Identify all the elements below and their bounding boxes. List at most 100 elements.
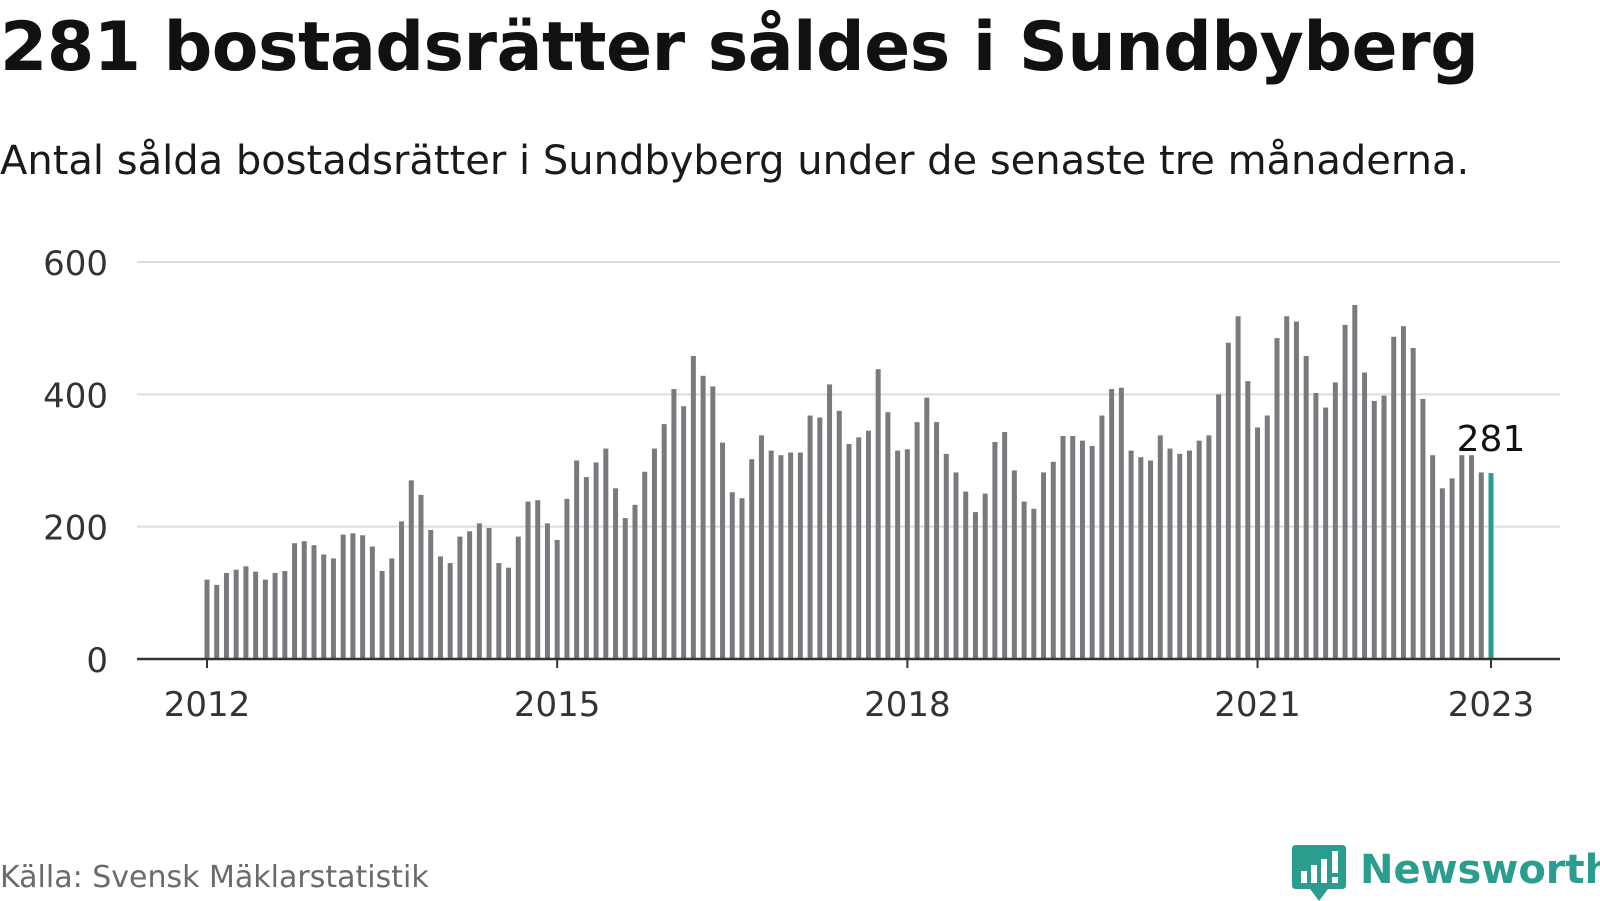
- bar: [321, 554, 327, 659]
- bar: [681, 406, 687, 659]
- bar: [924, 397, 930, 659]
- bar: [953, 472, 959, 659]
- bar: [622, 518, 628, 659]
- bar: [525, 501, 531, 659]
- bar-highlighted: [1488, 473, 1494, 659]
- bar: [778, 455, 784, 659]
- bar: [749, 459, 755, 659]
- bar: [1177, 453, 1183, 659]
- bar: [1371, 400, 1377, 659]
- bar: [895, 450, 901, 659]
- bar: [1303, 355, 1309, 659]
- bar: [1342, 324, 1348, 659]
- bar: [311, 545, 317, 659]
- bar: [1362, 372, 1368, 659]
- bar: [554, 539, 560, 659]
- bar: [1400, 326, 1406, 659]
- bar: [1391, 336, 1397, 659]
- bar: [914, 422, 920, 659]
- bar: [700, 375, 706, 659]
- bar: [1313, 393, 1319, 659]
- bar: [486, 527, 492, 659]
- bar: [788, 452, 794, 659]
- bar: [758, 435, 764, 659]
- bar: [379, 571, 385, 659]
- bar: [447, 563, 453, 659]
- bar: [1264, 415, 1270, 659]
- chart-title: 281 bostadsrätter såldes i Sundbyberg: [0, 8, 1479, 87]
- bar: [292, 543, 298, 659]
- bar: [1225, 342, 1231, 659]
- bar: [544, 523, 550, 659]
- bar: [972, 512, 978, 659]
- source-note: Källa: Svensk Mäklarstatistik: [0, 860, 429, 895]
- bar: [817, 417, 823, 659]
- bar: [1381, 395, 1387, 659]
- bar: [1011, 470, 1017, 659]
- bar: [934, 422, 940, 659]
- bar: [943, 453, 949, 659]
- bar: [583, 477, 589, 659]
- bar: [1352, 305, 1358, 659]
- bar: [1245, 381, 1251, 659]
- bar: [1332, 382, 1338, 659]
- bar: [1196, 440, 1202, 659]
- bar: [496, 563, 502, 659]
- bar: [1021, 501, 1027, 659]
- bar: [720, 442, 726, 659]
- bar: [1070, 436, 1076, 659]
- bar: [1469, 455, 1475, 659]
- x-tick-label: 2018: [864, 685, 951, 725]
- bar: [1478, 472, 1484, 659]
- bar: [710, 386, 716, 659]
- bar: [204, 579, 210, 659]
- bar: [603, 448, 609, 659]
- bar: [885, 412, 891, 659]
- bar: [865, 430, 871, 659]
- bar: [233, 569, 239, 659]
- bar: [1060, 436, 1066, 659]
- x-tick-label: 2021: [1214, 685, 1301, 725]
- brand-name: Newsworthy: [1360, 847, 1600, 893]
- x-tick-label: 2015: [514, 685, 601, 725]
- bar: [904, 449, 910, 659]
- bar: [836, 410, 842, 660]
- bar: [467, 531, 473, 659]
- bar: [642, 471, 648, 659]
- y-tick-label: 600: [43, 244, 108, 284]
- bar: [690, 355, 696, 659]
- bar: [1041, 472, 1047, 659]
- highlight-value-label: 281: [1457, 419, 1526, 460]
- bar: [476, 523, 482, 659]
- bar: [1459, 455, 1465, 659]
- y-axis-tick-labels: 0 200 400 600: [43, 244, 108, 681]
- bar: [613, 488, 619, 659]
- x-tick-label: 2023: [1448, 685, 1535, 725]
- bar: [408, 480, 414, 659]
- bar: [574, 460, 580, 659]
- bar: [301, 541, 307, 659]
- bar: [1109, 389, 1115, 659]
- x-tick-label: 2012: [164, 685, 251, 725]
- y-tick-label: 0: [86, 641, 108, 681]
- bar: [875, 369, 881, 659]
- bar: [1430, 455, 1436, 659]
- bar: [253, 571, 259, 659]
- bar: [272, 572, 278, 659]
- bar: [1148, 460, 1154, 659]
- bar: [1323, 407, 1329, 659]
- bar: [399, 521, 405, 659]
- bar: [564, 498, 570, 659]
- bar: [243, 566, 249, 659]
- bar: [739, 498, 745, 659]
- bar: [1167, 448, 1173, 659]
- bar: [856, 437, 862, 659]
- bar: [389, 558, 395, 659]
- bar: [506, 567, 512, 659]
- bar: [1274, 338, 1280, 659]
- bar: [1138, 457, 1144, 659]
- bar: [1410, 348, 1416, 659]
- bar: [457, 536, 463, 659]
- bar: [1128, 450, 1134, 659]
- bar: [1284, 316, 1290, 659]
